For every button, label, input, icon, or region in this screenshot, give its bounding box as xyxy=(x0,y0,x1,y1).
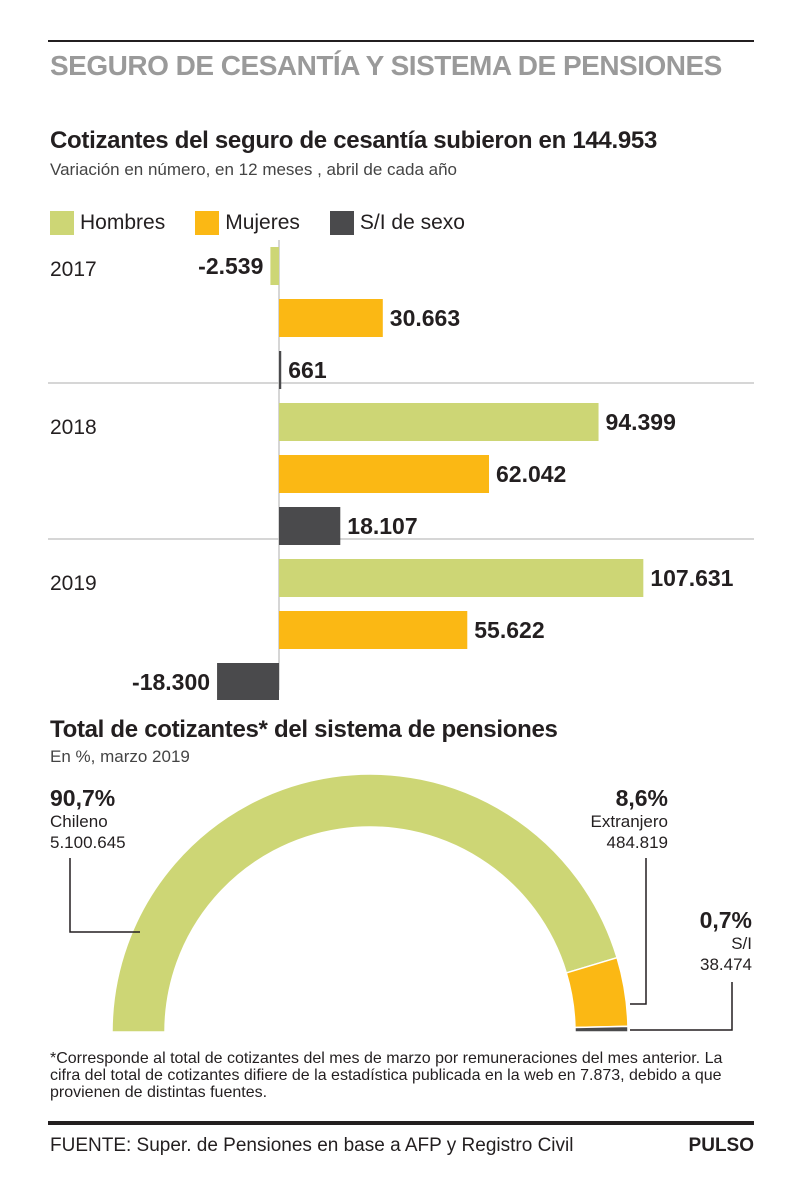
leader-line-extranjero xyxy=(630,858,647,1005)
year-label-2019: 2019 xyxy=(50,572,97,595)
bar-chart-legend: Hombres Mujeres S/I de sexo xyxy=(50,210,495,236)
legend-item-sin-sexo: S/I de sexo xyxy=(329,211,465,235)
bar-chart-subtitle: Variación en número, en 12 meses , abril… xyxy=(50,160,457,179)
donut-chart-title: Total de cotizantes* del sistema de pens… xyxy=(50,716,558,743)
bar-2017-mujeres xyxy=(279,299,383,337)
leader-line-chileno xyxy=(69,858,140,933)
year-label-2018: 2018 xyxy=(50,416,97,439)
legend-swatch-hombres xyxy=(50,211,74,235)
donut-slice-chileno xyxy=(111,773,619,1033)
donut-percent-extranjero: 8,6% xyxy=(616,785,668,811)
leader-line-sin-info xyxy=(630,982,733,1031)
donut-percent-chileno: 90,7% xyxy=(50,785,115,811)
donut-percent-s-i: 0,7% xyxy=(700,907,752,933)
bar-chart: 2017 -2.539 30.663 661 2018 94.399 62.042 18.10… xyxy=(48,240,754,700)
legend-label-hombres: Hombres xyxy=(80,211,166,234)
donut-count-extranjero: 484.819 xyxy=(607,833,668,852)
donut-name-chileno: Chileno xyxy=(50,812,108,831)
top-rule xyxy=(48,40,754,42)
bar-2018-s-i-de-sexo xyxy=(279,507,341,545)
bar-chart-title: Cotizantes del seguro de cesantía subier… xyxy=(50,127,657,154)
bar-value-label-2019-1: 55.622 xyxy=(474,617,544,643)
bar-2018-hombres xyxy=(279,403,599,441)
source-credit: FUENTE: Super. de Pensiones en base a AF… xyxy=(50,1135,574,1156)
bar-2019-s-i-de-sexo xyxy=(217,663,279,700)
bar-value-label-2018-0: 94.399 xyxy=(606,409,676,435)
legend-item-mujeres: Mujeres xyxy=(195,211,300,235)
donut-count-chileno: 5.100.645 xyxy=(50,833,126,852)
year-label-2017: 2017 xyxy=(50,258,97,281)
bar-value-label-2018-2: 18.107 xyxy=(347,513,417,539)
legend-swatch-mujeres xyxy=(195,211,220,235)
legend-item-hombres: Hombres xyxy=(50,211,165,235)
donut-chart-subtitle: En %, marzo 2019 xyxy=(50,747,190,766)
half-donut-chart: 90,7%Chileno 5.100.645 8,6%Extranjero 484.8… xyxy=(50,773,752,1033)
donut-name-s-i: S/I xyxy=(731,934,752,953)
donut-slice-s-i xyxy=(574,1025,629,1033)
legend-swatch-sin-sexo xyxy=(329,211,354,235)
bar-value-label-2017-2: 661 xyxy=(288,357,327,383)
legend-label-sin-sexo: S/I de sexo xyxy=(359,211,465,234)
bar-2019-mujeres xyxy=(279,611,468,649)
footnote: *Corresponde al total de cotizantes del … xyxy=(50,1050,723,1101)
bar-value-label-2017-0: -2.539 xyxy=(198,253,263,279)
bar-value-label-2019-0: 107.631 xyxy=(650,565,733,591)
bar-2018-mujeres xyxy=(279,455,490,493)
bar-2017-s-i-de-sexo xyxy=(279,351,282,389)
bottom-rule xyxy=(48,1121,754,1125)
bar-2019-hombres xyxy=(279,559,644,597)
bar-2017-hombres xyxy=(270,247,279,285)
brand-logo: PULSO xyxy=(688,1135,754,1156)
bar-value-label-2017-1: 30.663 xyxy=(390,305,460,331)
bar-value-label-2019-2: -18.300 xyxy=(132,669,210,695)
donut-name-extranjero: Extranjero xyxy=(591,812,668,831)
bar-value-label-2018-1: 62.042 xyxy=(496,461,566,487)
donut-count-s-i: 38.474 xyxy=(700,955,752,974)
legend-label-mujeres: Mujeres xyxy=(225,211,300,234)
section-title: SEGURO DE CESANTÍA Y SISTEMA DE PENSIONE… xyxy=(50,50,722,81)
